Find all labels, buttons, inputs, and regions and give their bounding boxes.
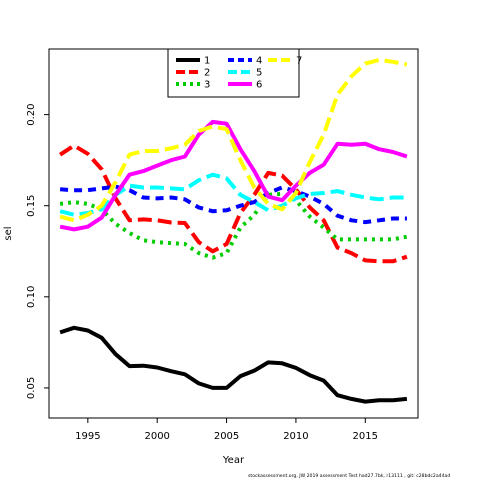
series-line-4 (59, 184, 407, 225)
series-line-2 (59, 143, 408, 264)
x-tick-label: 1995 (75, 431, 100, 442)
x-axis: 1995 2000 2005 2010 2015 (75, 418, 378, 442)
footer-text: stockassessment.org, JW 2019 assessment … (248, 474, 451, 479)
legend-label-7: 7 (296, 56, 302, 67)
legend-label-1: 1 (204, 56, 210, 67)
x-tick-label: 2005 (214, 431, 239, 442)
series-line-7 (59, 57, 408, 223)
legend-label-4: 4 (256, 56, 262, 67)
y-axis: 0.05 0.10 0.15 0.20 (26, 103, 49, 399)
series-layer (59, 57, 408, 404)
x-tick-label: 2015 (353, 431, 378, 442)
series-line-6 (59, 119, 408, 232)
y-tick-label: 0.05 (26, 377, 37, 399)
legend: 123 456 7 (167, 48, 302, 98)
x-axis-label: Year (222, 455, 245, 466)
legend-label-5: 5 (256, 68, 262, 79)
y-tick-label: 0.20 (26, 103, 37, 125)
legend-label-2: 2 (204, 68, 210, 79)
legend-label-3: 3 (204, 80, 210, 91)
x-tick-label: 2000 (144, 431, 169, 442)
series-line-3 (59, 191, 408, 260)
y-axis-label: sel (3, 226, 14, 240)
series-line-1 (59, 325, 408, 404)
legend-label-6: 6 (256, 80, 262, 91)
x-tick-label: 2010 (283, 431, 308, 442)
y-tick-label: 0.15 (26, 195, 37, 217)
y-tick-label: 0.10 (26, 286, 37, 308)
